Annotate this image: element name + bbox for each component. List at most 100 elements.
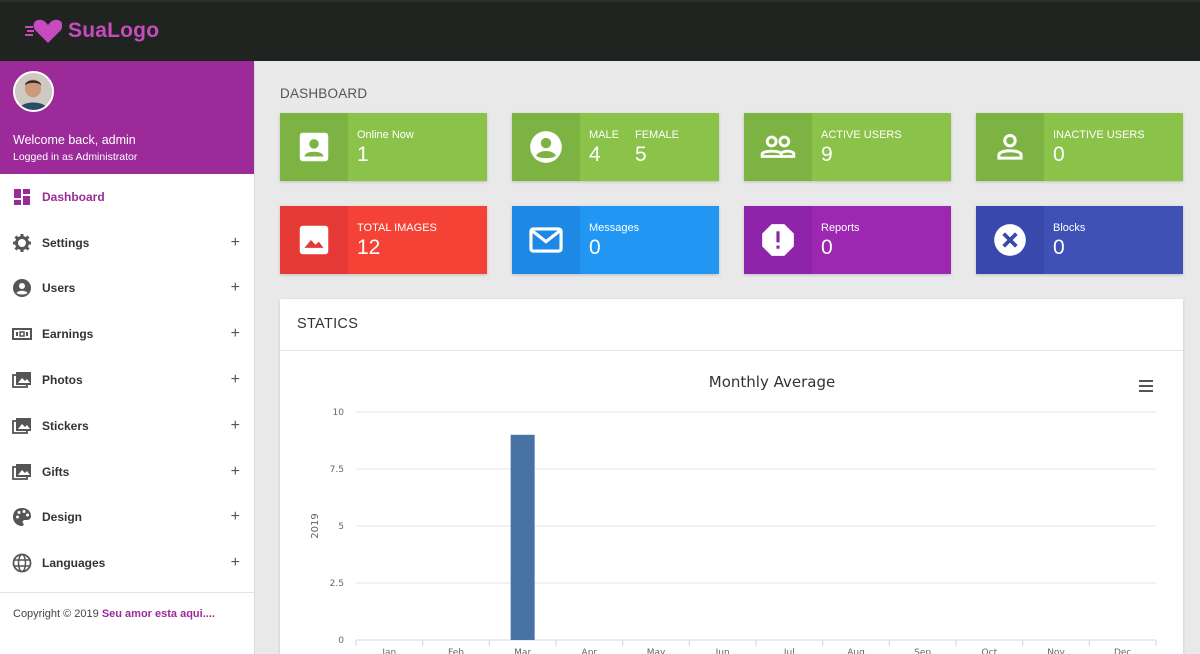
y-tick-label: 2.5 xyxy=(330,579,344,589)
copyright-text: Copyright © 2019 xyxy=(13,608,99,620)
card-reports[interactable]: Reports 0 xyxy=(744,206,951,274)
x-tick-label: Nov xyxy=(1047,648,1065,654)
male-label: MALE xyxy=(589,129,619,141)
image-icon xyxy=(299,225,329,255)
people-outline-icon xyxy=(760,135,796,158)
card-info: TOTAL IMAGES 12 xyxy=(357,222,437,260)
sidebar-item-gifts[interactable]: Gifts + xyxy=(0,449,254,495)
x-tick-label: Oct xyxy=(982,648,998,654)
sidebar-item-settings[interactable]: Settings + xyxy=(0,220,254,266)
x-tick-label: Dec xyxy=(1114,648,1131,654)
report-octagon-icon xyxy=(762,224,794,256)
x-tick-label: Jun xyxy=(715,648,730,654)
sidebar-item-dashboard[interactable]: Dashboard xyxy=(0,174,254,220)
expand-icon[interactable]: + xyxy=(230,233,240,251)
brand-name: SuaLogo xyxy=(68,19,160,42)
card-info: INACTIVE USERS 0 xyxy=(1053,129,1145,167)
x-tick-label: Mar xyxy=(514,648,531,654)
card-value: 1 xyxy=(357,143,369,166)
expand-icon[interactable]: + xyxy=(230,371,240,389)
card-icon-box xyxy=(744,206,812,274)
card-blocks[interactable]: Blocks 0 xyxy=(976,206,1183,274)
card-label: Online Now xyxy=(357,129,414,141)
user-circle-icon xyxy=(13,279,31,298)
page-title: DASHBOARD xyxy=(280,86,368,101)
card-label: ACTIVE USERS xyxy=(821,129,902,141)
expand-icon[interactable]: + xyxy=(230,325,240,343)
account-box-icon xyxy=(299,132,329,162)
card-icon-box xyxy=(280,206,348,274)
photos-icon xyxy=(12,417,31,434)
role-text: Logged in as Administrator xyxy=(13,151,138,163)
y-tick-label: 10 xyxy=(333,408,345,418)
card-icon-box xyxy=(976,113,1044,181)
expand-icon[interactable]: + xyxy=(230,462,240,480)
male-stat: MALE 4 xyxy=(589,129,619,167)
expand-icon[interactable]: + xyxy=(230,508,240,526)
card-inactive-users[interactable]: INACTIVE USERS 0 xyxy=(976,113,1183,181)
expand-icon[interactable]: + xyxy=(230,416,240,434)
chart-title: Monthly Average xyxy=(709,373,835,391)
money-icon xyxy=(12,328,32,341)
statics-panel: STATICS Monthly Average 2019 0 2.5 5 7.5 10 Jan… xyxy=(280,299,1183,654)
y-tick-label: 7.5 xyxy=(330,465,344,475)
sidebar-menu: Dashboard Settings + Users + Earnings + xyxy=(0,174,254,586)
card-info: Online Now 1 xyxy=(357,129,414,167)
female-label: FEMALE xyxy=(635,129,680,141)
card-total-images[interactable]: TOTAL IMAGES 12 xyxy=(280,206,487,274)
footer-link[interactable]: Seu amor esta aqui.... xyxy=(101,608,215,620)
sidebar-item-stickers[interactable]: Stickers + xyxy=(0,403,254,449)
card-label: INACTIVE USERS xyxy=(1053,129,1145,141)
photos-icon xyxy=(12,372,31,388)
card-online-now[interactable]: Online Now 1 xyxy=(280,113,487,181)
x-tick-label: Jan xyxy=(381,648,396,654)
sidebar-item-photos[interactable]: Photos + xyxy=(0,357,254,403)
card-active-users[interactable]: ACTIVE USERS 9 xyxy=(744,113,951,181)
sidebar-item-label: Design xyxy=(42,510,83,525)
sidebar-item-label: Gifts xyxy=(42,464,70,479)
card-value: 9 xyxy=(821,143,833,166)
top-bar: SuaLogo xyxy=(0,0,1200,61)
sidebar-item-languages[interactable]: Languages + xyxy=(0,540,254,586)
monthly-average-chart: Monthly Average 2019 0 2.5 5 7.5 10 Jan Feb Mar Ap… xyxy=(310,373,1157,654)
expand-icon[interactable]: + xyxy=(230,554,240,572)
sidebar-item-design[interactable]: Design + xyxy=(0,495,254,541)
x-tick-label: Aug xyxy=(847,648,865,654)
x-tick-label: Apr xyxy=(582,648,598,654)
card-info: ACTIVE USERS 9 xyxy=(821,129,902,167)
heart-logo-icon xyxy=(25,19,62,43)
mail-icon xyxy=(529,227,563,253)
card-label: Reports xyxy=(821,222,860,234)
sidebar: Welcome back, admin Logged in as Adminis… xyxy=(0,61,255,654)
card-label: TOTAL IMAGES xyxy=(357,222,437,234)
sidebar-item-label: Dashboard xyxy=(42,189,105,204)
account-circle-icon xyxy=(530,131,562,163)
hamburger-icon[interactable] xyxy=(1139,380,1153,392)
card-info: Blocks 0 xyxy=(1053,222,1085,260)
bar-mar xyxy=(510,434,535,640)
brand-logo[interactable]: SuaLogo xyxy=(24,18,159,44)
card-icon-box xyxy=(744,113,812,181)
expand-icon[interactable]: + xyxy=(230,279,240,297)
y-tick-label: 0 xyxy=(338,636,344,646)
gear-icon xyxy=(13,233,31,252)
y-tick-label: 5 xyxy=(338,522,344,532)
card-value: 0 xyxy=(1053,236,1065,259)
profile-panel: Welcome back, admin Logged in as Adminis… xyxy=(0,61,254,174)
sidebar-item-label: Photos xyxy=(42,373,83,388)
welcome-text: Welcome back, admin xyxy=(13,133,136,147)
x-tick-label: Feb xyxy=(448,648,464,654)
panel-title: STATICS xyxy=(297,316,359,332)
card-gender[interactable]: MALE 4 FEMALE 5 xyxy=(512,113,719,181)
x-tick-label: May xyxy=(647,648,666,654)
sidebar-item-label: Languages xyxy=(42,556,106,571)
card-messages[interactable]: Messages 0 xyxy=(512,206,719,274)
footer-divider xyxy=(0,592,255,593)
card-info: Reports 0 xyxy=(821,222,860,260)
avatar[interactable] xyxy=(13,71,54,112)
sidebar-item-users[interactable]: Users + xyxy=(0,266,254,312)
panel-header: STATICS xyxy=(280,299,1183,351)
sidebar-item-earnings[interactable]: Earnings + xyxy=(0,311,254,357)
photos-icon xyxy=(12,463,31,480)
x-tick-label: Jul xyxy=(783,648,795,654)
